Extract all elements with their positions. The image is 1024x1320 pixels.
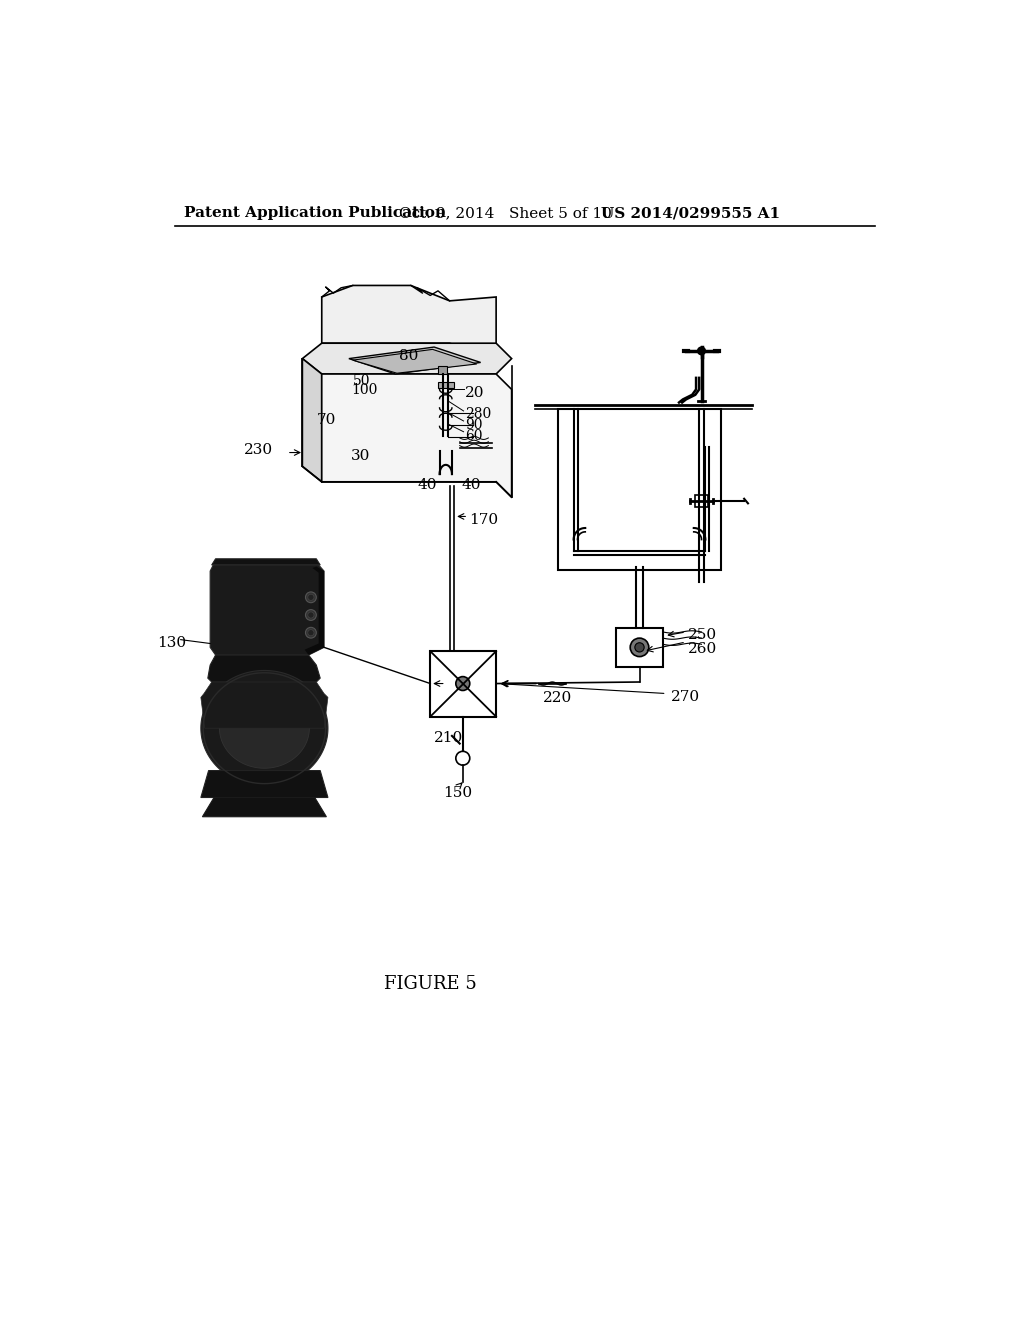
Polygon shape bbox=[210, 565, 324, 655]
Polygon shape bbox=[203, 797, 327, 817]
Polygon shape bbox=[208, 655, 321, 682]
Text: 70: 70 bbox=[316, 412, 336, 426]
Polygon shape bbox=[352, 350, 477, 374]
Bar bbox=[558, 409, 721, 570]
Text: Oct. 9, 2014   Sheet 5 of 10: Oct. 9, 2014 Sheet 5 of 10 bbox=[399, 206, 612, 220]
Polygon shape bbox=[219, 688, 309, 768]
Polygon shape bbox=[212, 558, 321, 565]
Text: 260: 260 bbox=[687, 642, 717, 656]
Circle shape bbox=[308, 630, 314, 636]
Bar bbox=[430, 651, 496, 717]
Text: 280: 280 bbox=[465, 407, 492, 421]
Circle shape bbox=[630, 638, 649, 656]
Text: Patent Application Publication: Patent Application Publication bbox=[183, 206, 445, 220]
Text: 220: 220 bbox=[543, 692, 571, 705]
Bar bbox=[695, 495, 708, 507]
Polygon shape bbox=[349, 347, 480, 374]
Polygon shape bbox=[201, 671, 328, 785]
Circle shape bbox=[635, 643, 644, 652]
Circle shape bbox=[305, 627, 316, 638]
Text: 50: 50 bbox=[352, 374, 371, 388]
Polygon shape bbox=[201, 771, 328, 797]
Text: US 2014/0299555 A1: US 2014/0299555 A1 bbox=[601, 206, 780, 220]
Circle shape bbox=[308, 612, 314, 618]
Text: 250: 250 bbox=[687, 628, 717, 642]
Bar bbox=[438, 381, 454, 388]
Text: 60: 60 bbox=[465, 429, 482, 442]
Circle shape bbox=[308, 594, 314, 601]
Text: 80: 80 bbox=[399, 350, 419, 363]
Text: 100: 100 bbox=[351, 383, 378, 397]
Text: 230: 230 bbox=[245, 444, 273, 457]
Polygon shape bbox=[322, 285, 496, 359]
Text: FIGURE 5: FIGURE 5 bbox=[384, 974, 476, 993]
Polygon shape bbox=[302, 343, 512, 374]
Polygon shape bbox=[249, 701, 280, 725]
Text: 150: 150 bbox=[443, 785, 472, 800]
Circle shape bbox=[697, 347, 706, 355]
Text: 270: 270 bbox=[671, 689, 699, 704]
Polygon shape bbox=[305, 566, 324, 655]
Text: 40: 40 bbox=[417, 478, 436, 492]
Text: 170: 170 bbox=[469, 512, 498, 527]
Polygon shape bbox=[302, 359, 322, 482]
Text: 40: 40 bbox=[461, 478, 480, 492]
Bar bbox=[616, 628, 663, 667]
Text: 20: 20 bbox=[465, 385, 484, 400]
Polygon shape bbox=[201, 682, 328, 729]
Text: 130: 130 bbox=[158, 636, 186, 649]
Circle shape bbox=[456, 677, 470, 690]
Bar bbox=[438, 367, 447, 374]
Text: 30: 30 bbox=[350, 449, 370, 463]
Circle shape bbox=[305, 610, 316, 620]
Polygon shape bbox=[322, 374, 512, 498]
Text: 210: 210 bbox=[434, 730, 464, 744]
Text: 90: 90 bbox=[465, 418, 482, 432]
Circle shape bbox=[305, 591, 316, 603]
